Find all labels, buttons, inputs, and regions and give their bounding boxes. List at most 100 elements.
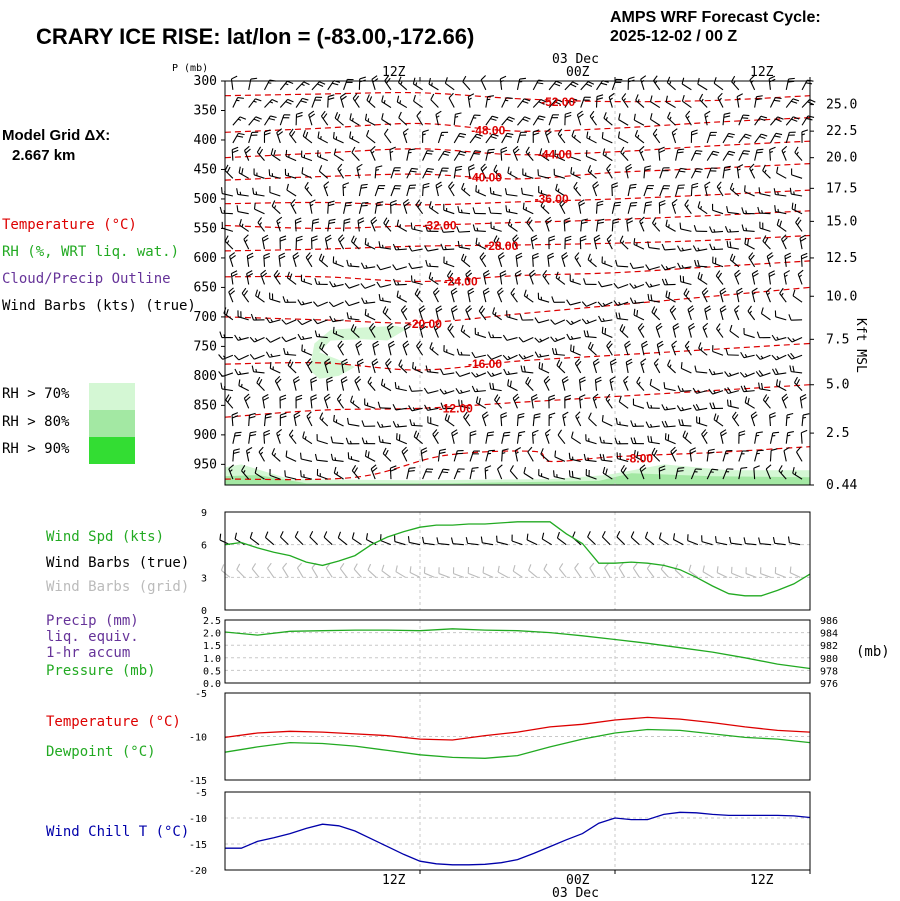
cs-wind-barb-flag — [345, 283, 349, 288]
cs-wind-barb — [429, 78, 438, 90]
cs-wind-barb-staff — [801, 256, 802, 267]
cs-wind-barb-staff — [628, 203, 631, 214]
cs-wind-barb-staff — [683, 437, 691, 444]
cs-wind-barb-staff — [311, 397, 312, 408]
cs-wind-barb-flag — [235, 369, 238, 375]
cs-wind-barb-flag — [613, 222, 619, 224]
cs-wind-barb-staff — [295, 220, 296, 231]
cs-wind-barb — [576, 412, 581, 426]
cs-wind-barb — [279, 253, 285, 267]
cs-wind-barb-flag — [298, 300, 301, 305]
cs-wind-barb-flag — [233, 452, 239, 454]
cs-wind-barb-flag — [780, 221, 782, 227]
cs-wind-barb-flag — [386, 220, 389, 225]
cs-wind-barb-staff — [349, 459, 360, 462]
cs-wind-barb-flag — [220, 207, 222, 213]
cs-wind-barb-half-flag — [803, 417, 806, 418]
cs-wind-barb-flag — [455, 113, 461, 114]
cs-wind-barb — [693, 388, 707, 393]
cs-wind-barb-half-flag — [239, 371, 240, 374]
cs-wind-barb — [650, 113, 659, 125]
cs-wind-barb-flag — [556, 184, 558, 190]
cs-wind-barb — [723, 151, 735, 160]
cs-wind-barb — [382, 113, 391, 125]
cs-wind-barb-half-flag — [787, 417, 790, 418]
cs-wind-barb — [695, 366, 707, 373]
cs-wind-barb-flag — [772, 335, 775, 340]
ws-true-barb-staff — [674, 540, 684, 545]
cs-wind-barb-half-flag — [461, 210, 462, 213]
cs-wind-barb-flag — [325, 397, 330, 401]
cs-wind-barb-flag — [280, 239, 286, 241]
cs-wind-barb — [283, 296, 296, 302]
cs-wind-barb-staff — [570, 281, 580, 284]
cs-wind-barb-half-flag — [736, 310, 738, 312]
cs-wind-barb — [325, 235, 331, 249]
cs-wind-barb-flag — [458, 206, 459, 212]
ws-grid-barb-staff — [544, 569, 552, 577]
cs-wind-barb — [461, 325, 470, 338]
cs-wind-barb-flag — [416, 433, 418, 439]
cs-wind-barb — [280, 395, 286, 408]
ws-true-barb-flag — [527, 534, 528, 540]
pressure-surface-tick-label-2: 982 — [820, 641, 838, 652]
cs-wind-barb — [767, 253, 773, 267]
cs-wind-barb-flag — [618, 131, 619, 137]
cs-wind-barb — [503, 355, 517, 360]
cs-wind-barb-flag — [286, 102, 292, 105]
cs-wind-barb-staff — [460, 373, 470, 377]
cs-wind-barb-staff — [507, 194, 518, 196]
wc-tick-label-0: -5 — [195, 788, 207, 799]
cs-wind-barb-flag — [250, 435, 256, 436]
cs-wind-barb — [551, 337, 565, 342]
cs-wind-barb-flag — [342, 359, 348, 362]
cs-wind-barb — [801, 253, 807, 266]
cs-wind-barb-flag — [677, 152, 683, 153]
cs-wind-barb-half-flag — [576, 187, 578, 190]
cs-wind-barb-staff — [523, 209, 533, 214]
cs-wind-barb — [590, 111, 596, 125]
cs-wind-barb — [562, 377, 568, 391]
cs-wind-barb-flag — [584, 454, 585, 460]
ws-true-barb-flag — [759, 537, 760, 543]
cs-wind-barb-flag — [345, 301, 349, 306]
cs-wind-barb-flag — [686, 291, 689, 297]
cs-wind-barb-staff — [428, 408, 439, 410]
cs-wind-barb-flag — [626, 344, 631, 348]
cs-wind-barb-flag — [503, 335, 506, 340]
cs-wind-barb-half-flag — [687, 116, 689, 118]
cs-wind-barb-flag — [347, 260, 349, 266]
ws-true-barb-flag — [542, 533, 543, 539]
cs-wind-barb-flag — [662, 244, 664, 250]
cs-wind-barb-staff — [587, 138, 597, 143]
cs-wind-barb — [377, 422, 391, 428]
cs-wind-barb-flag — [338, 341, 342, 346]
cs-wind-barb-staff — [333, 460, 344, 461]
cs-wind-barb — [452, 430, 458, 444]
cs-wind-barb-staff — [461, 331, 470, 338]
cs-wind-barb-staff — [384, 223, 391, 231]
ws-true-barb-flag — [716, 536, 717, 542]
cs-wind-barb-staff — [350, 120, 359, 126]
cs-wind-barb-flag — [412, 168, 418, 169]
cs-wind-barb-flag — [774, 136, 780, 137]
cs-wind-barb-flag — [315, 330, 316, 336]
cs-wind-barb-flag — [598, 302, 602, 307]
cs-wind-barb-staff — [676, 150, 678, 161]
cs-wind-barb — [726, 349, 739, 355]
cs-wind-barb-flag — [469, 165, 475, 168]
cs-wind-barb-half-flag — [559, 277, 560, 280]
cs-wind-barb-flag — [596, 380, 602, 383]
cs-wind-barb-flag — [793, 99, 799, 101]
cs-wind-barb — [685, 200, 692, 214]
cs-wind-barb — [472, 372, 486, 377]
cs-wind-barb-flag — [588, 254, 590, 260]
cs-wind-barb-flag — [801, 430, 807, 432]
cs-wind-barb-staff — [302, 157, 312, 161]
cs-wind-barb-staff — [770, 117, 777, 125]
cs-wind-barb-flag — [452, 433, 457, 436]
cs-wind-barb-staff — [225, 171, 233, 179]
cs-wind-barb-half-flag — [670, 117, 671, 120]
cs-wind-barb-flag — [506, 136, 512, 137]
cs-wind-barb — [678, 386, 691, 392]
